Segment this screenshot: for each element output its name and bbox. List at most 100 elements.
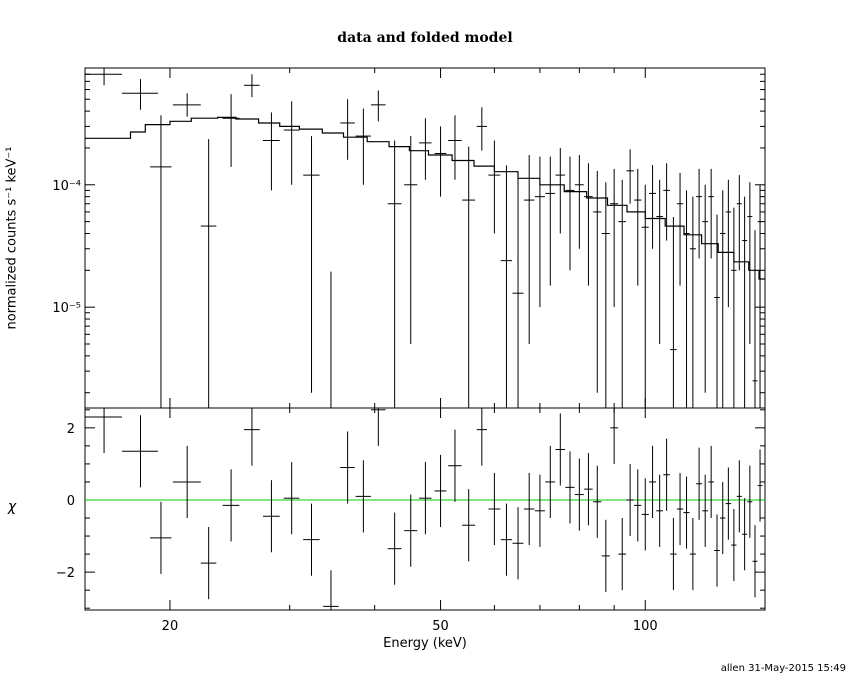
x-axis-label: Energy (keV): [383, 636, 467, 651]
residual-point: [523, 472, 535, 546]
residual-point: [434, 454, 447, 528]
residual-point: [244, 408, 260, 466]
data-point: [731, 207, 737, 408]
data-point: [523, 155, 535, 345]
residual-point: [545, 445, 556, 519]
residual-point: [601, 519, 610, 592]
residual-point: [714, 514, 720, 587]
y-tick-label: 2: [67, 422, 75, 437]
chart-title: data and folded model: [337, 30, 513, 46]
residual-point: [708, 445, 714, 519]
data-point: [708, 168, 714, 259]
residual-point: [488, 472, 501, 546]
residual-point: [696, 447, 703, 520]
residual-point: [150, 501, 172, 574]
data-point: [303, 136, 320, 393]
data-point: [683, 190, 690, 408]
data-point: [656, 179, 664, 345]
data-point: [150, 115, 172, 408]
data-point: [610, 168, 619, 308]
data-point: [448, 115, 462, 180]
residual-point: [752, 525, 758, 598]
residual-point: [676, 472, 684, 546]
data-point: [545, 156, 556, 286]
data-point: [283, 101, 300, 185]
residual-point: [742, 498, 748, 571]
data-point: [462, 146, 476, 408]
data-point: [323, 271, 339, 409]
residual-point: [670, 518, 677, 591]
residual-point: [757, 449, 763, 522]
data-point: [565, 156, 575, 271]
residual-point: [626, 463, 634, 537]
y-tick-label: −2: [56, 566, 75, 581]
data-point: [626, 149, 634, 204]
data-point: [85, 68, 122, 86]
residual-point: [702, 474, 709, 547]
residual-point: [262, 480, 280, 553]
residual-point: [689, 518, 696, 591]
residual-point: [512, 507, 524, 580]
data-point: [634, 168, 642, 286]
data-point: [747, 182, 753, 345]
data-point: [670, 217, 677, 408]
data-point: [370, 90, 386, 122]
data-point: [404, 136, 418, 345]
residual-point: [593, 465, 602, 538]
residual-point: [584, 453, 593, 526]
residual-point: [565, 451, 575, 524]
residual-point: [663, 438, 670, 511]
data-point: [601, 182, 610, 408]
residual-point: [121, 415, 158, 488]
x-tick-label: 20: [162, 619, 179, 634]
data-point: [434, 126, 447, 197]
data-point: [512, 178, 524, 408]
residual-point: [683, 476, 690, 549]
top-y-axis-label: normalized counts s⁻¹ keV⁻¹: [4, 146, 20, 330]
data-point: [742, 196, 748, 408]
residual-point: [303, 503, 320, 576]
data-point: [720, 190, 726, 408]
data-point: [714, 214, 720, 408]
residual-point: [448, 429, 462, 502]
residual-point: [725, 467, 732, 540]
residual-point: [641, 478, 649, 551]
residual-point: [85, 408, 122, 454]
residual-point: [500, 503, 513, 576]
data-point: [736, 175, 742, 271]
residual-point: [555, 413, 565, 486]
residual-point: [404, 494, 418, 567]
data-point: [534, 156, 545, 308]
residual-point: [736, 460, 742, 533]
residual-point: [355, 460, 371, 533]
x-tick-label: 100: [633, 619, 658, 634]
residual-point: [634, 469, 642, 542]
data-point: [500, 165, 513, 408]
residual-point: [649, 445, 656, 519]
data-point: [663, 163, 670, 241]
data-point: [752, 230, 758, 408]
data-point: [387, 140, 402, 408]
data-point: [725, 179, 732, 308]
residual-point: [720, 481, 726, 555]
data-point: [340, 99, 355, 160]
data-point: [574, 155, 584, 249]
data-point: [244, 74, 260, 98]
residual-point: [656, 474, 664, 547]
residual-point: [462, 489, 476, 562]
data-point: [757, 184, 763, 408]
data-point: [702, 184, 709, 393]
data-point: [555, 147, 565, 234]
residual-point: [534, 474, 545, 547]
y-tick-label: 10⁻⁵: [52, 301, 81, 316]
residual-point: [222, 469, 240, 542]
data-point: [641, 184, 649, 408]
residual-point: [172, 445, 201, 519]
footer-stamp: allen 31-May-2015 15:49: [720, 663, 846, 674]
data-point: [584, 163, 593, 286]
residual-point: [610, 408, 619, 464]
data-point: [593, 170, 602, 393]
data-point: [689, 196, 696, 408]
model-step-line: [85, 116, 765, 280]
